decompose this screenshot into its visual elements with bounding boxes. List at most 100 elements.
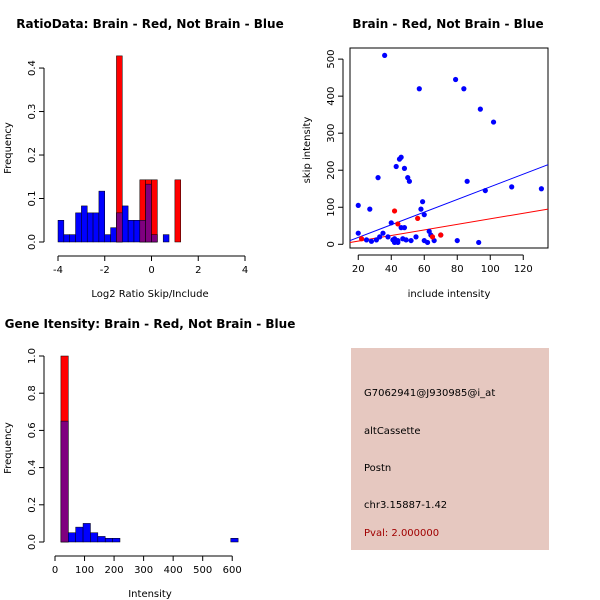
scatter-point-not-brain [355, 230, 361, 236]
scatter-xlabel: include intensity [408, 289, 491, 300]
ratio-histogram-bar-not-brain [133, 220, 141, 243]
scatter-point-not-brain [368, 238, 375, 244]
scatter-point-not-brain [367, 206, 373, 212]
location-text: chr3.15887-1.42 [364, 500, 447, 511]
scatter-x-tick-label: 100 [481, 264, 500, 275]
ratio-histogram-bar-not-brain [110, 227, 117, 243]
scatter-point-not-brain [476, 239, 482, 246]
ratio-histogram-bar-not-brain [127, 220, 135, 243]
ratio-histogram-bar-not-brain [57, 220, 65, 243]
ratio-histogram-y-tick-label: 0.2 [27, 147, 38, 163]
scatter-points [355, 52, 545, 246]
intensity-scatter-title: Brain - Red, Not Brain - Blue [352, 17, 543, 31]
ratio-histogram-ylabel: Frequency [3, 122, 14, 174]
scatter-point-not-brain [490, 119, 497, 125]
scatter-point-not-brain [413, 234, 419, 240]
intensity-histogram-bar-not-brain [97, 536, 106, 543]
ratio-histogram-bar-overlap [145, 183, 152, 243]
intensity-histogram-x-tick-label: 300 [134, 565, 153, 576]
intensity-histogram-xlabel: Intensity [128, 589, 172, 600]
intensity-scatter-panel: Brain - Red, Not Brain - Blue 20 40 60 80 10… [302, 17, 549, 300]
scatter-point-not-brain [363, 237, 370, 243]
scatter-plot-box [349, 47, 549, 249]
scatter-y-tick-label: 100 [326, 198, 337, 217]
scatter-point-not-brain [377, 234, 383, 240]
scatter-x-tick-label: 60 [418, 264, 431, 275]
intensity-histogram-x-tick-label: 600 [223, 565, 242, 576]
scatter-point-not-brain [538, 186, 545, 192]
ratio-histogram-x-tick-label: 0 [148, 265, 154, 276]
ratio-histogram-x-tick-label: 4 [242, 265, 248, 276]
intensity-histogram-ylabel: Frequency [3, 422, 14, 474]
scatter-point-not-brain [454, 237, 460, 244]
scatter-point-not-brain [395, 239, 401, 246]
scatter-point-not-brain [375, 175, 381, 181]
intensity-histogram-bar-not-brain [104, 538, 113, 543]
scatter-point-not-brain [416, 86, 422, 92]
scatter-point-not-brain [388, 220, 394, 226]
scatter-point-not-brain [509, 184, 515, 190]
ratio-histogram-bar-not-brain [69, 234, 76, 243]
scatter-point-brain [391, 208, 398, 214]
ratio-histogram-bar-not-brain [75, 212, 82, 243]
ratio-histogram-y-tick-label: 0.4 [27, 60, 38, 76]
ratio-histogram-title: RatioData: Brain - Red, Not Brain - Blue [16, 17, 283, 31]
intensity-histogram-x-tick-label: 500 [193, 565, 212, 576]
scatter-point-brain [395, 221, 401, 227]
scatter-y-tick-label: 200 [326, 161, 337, 180]
intensity-histogram-bar-not-brain [82, 523, 91, 543]
scatter-axes: 20 40 60 80 100 120 0 100 200 300 400 500 [326, 50, 533, 275]
info-box-background [351, 348, 549, 550]
ratio-histogram-bar-overlap [151, 234, 158, 243]
ratio-histogram-bar-overlap [139, 220, 146, 243]
ratio-histogram-bar-not-brain [86, 212, 94, 243]
ratio-histogram-y-tick-label: 0.0 [27, 234, 38, 250]
scatter-point-not-brain [482, 187, 488, 194]
intensity-histogram-bar-not-brain [75, 526, 84, 543]
intensity-histogram-axes: 0 100 200 300 400 500 600 0.0 0.2 0.4 0.6 0.8 1.0 [27, 348, 242, 576]
ratio-histogram-x-tick-label: 2 [195, 265, 201, 276]
scatter-point-not-brain [355, 202, 361, 209]
pval-text: Pval: 2.000000 [364, 528, 439, 539]
intensity-histogram-x-tick-label: 400 [164, 565, 183, 576]
intensity-histogram-bar-not-brain [230, 538, 239, 543]
ratio-histogram-bar-brain [174, 179, 181, 243]
scatter-x-tick-label: 120 [514, 264, 533, 275]
ratio-histogram-y-tick-label: 0.3 [27, 104, 38, 120]
ratio-histogram-bar-not-brain [104, 234, 111, 243]
ratio-histogram-bar-brain [151, 179, 158, 243]
ratio-histogram-bar-not-brain [98, 190, 105, 243]
scatter-point-not-brain [398, 154, 404, 160]
scatter-ylabel: skip intensity [302, 117, 313, 184]
scatter-x-tick-label: 80 [451, 264, 464, 275]
scatter-point-not-brain [403, 237, 409, 243]
event-type-text: altCassette [364, 426, 421, 437]
scatter-point-brain [429, 234, 436, 240]
scatter-point-not-brain [393, 163, 399, 170]
scatter-fit-lines [349, 164, 549, 243]
scatter-x-tick-label: 40 [385, 264, 398, 275]
scatter-point-not-brain [464, 178, 470, 184]
scatter-y-tick-label: 0 [326, 241, 337, 247]
intensity-histogram-y-tick-label: 0.2 [27, 497, 38, 513]
scatter-point-not-brain [420, 199, 426, 205]
scatter-point-not-brain [408, 237, 414, 244]
scatter-point-brain [358, 236, 365, 242]
fit-line-not-brain [349, 164, 549, 242]
info-panel: G7062941@J930985@i_at altCassette Postn … [351, 348, 549, 550]
intensity-histogram-x-tick-label: 0 [52, 565, 58, 576]
intensity-histogram-bar-not-brain [68, 532, 76, 543]
scatter-point-not-brain [477, 106, 483, 112]
scatter-point-not-brain [406, 178, 412, 184]
ratio-histogram-xlabel: Log2 Ratio Skip/Include [91, 289, 208, 300]
intensity-histogram-y-tick-label: 0.8 [27, 385, 38, 401]
gene-name-text: Postn [364, 463, 391, 474]
scatter-point-not-brain [401, 225, 408, 231]
scatter-y-tick-label: 500 [326, 50, 337, 69]
scatter-point-brain [415, 215, 421, 221]
scatter-point-not-brain [424, 239, 431, 246]
scatter-point-not-brain [382, 52, 388, 59]
ratio-histogram-bars [57, 55, 181, 243]
scatter-y-tick-label: 400 [326, 87, 337, 106]
